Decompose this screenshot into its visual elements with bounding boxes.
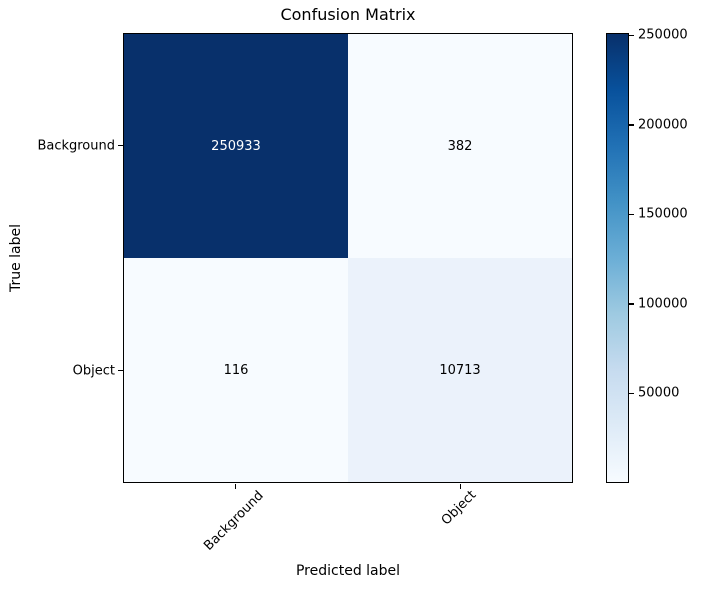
heatmap-plot: 250933 382 116 10713 — [123, 33, 573, 483]
colorbar-tick-mark — [629, 124, 634, 126]
y-tick-label-object: Object — [72, 363, 115, 379]
cell-value: 250933 — [211, 138, 261, 154]
colorbar-tick-mark — [629, 392, 634, 395]
x-tick-label-background: Background — [201, 488, 267, 554]
colorbar-tick-label: 50000 — [638, 385, 680, 401]
cell-value: 10713 — [439, 362, 481, 378]
y-tick-mark — [118, 145, 123, 147]
cell-true-background-pred-object: 382 — [348, 34, 572, 258]
colorbar-tick-label: 200000 — [638, 117, 688, 133]
cell-value: 116 — [223, 362, 249, 378]
chart-title: Confusion Matrix — [280, 5, 416, 24]
cell-true-object-pred-background: 116 — [124, 258, 348, 482]
colorbar-tick-mark — [629, 34, 634, 37]
colorbar-gradient — [606, 33, 629, 483]
colorbar-tick-label: 250000 — [638, 27, 688, 43]
y-axis-label: True label — [8, 223, 24, 293]
x-tick-mark — [460, 484, 462, 489]
cell-true-object-pred-object: 10713 — [348, 258, 572, 482]
colorbar-tick-label: 150000 — [638, 206, 688, 222]
cell-value: 382 — [447, 138, 473, 154]
x-tick-mark — [235, 484, 237, 489]
x-axis-label: Predicted label — [295, 563, 401, 579]
colorbar-tick-label: 100000 — [638, 296, 688, 312]
x-tick-label-object: Object — [438, 487, 480, 529]
cell-true-background-pred-background: 250933 — [124, 34, 348, 258]
colorbar-tick-mark — [629, 213, 634, 216]
y-tick-mark — [118, 370, 123, 372]
colorbar-tick-mark — [629, 303, 634, 305]
y-tick-label-background: Background — [37, 138, 115, 154]
